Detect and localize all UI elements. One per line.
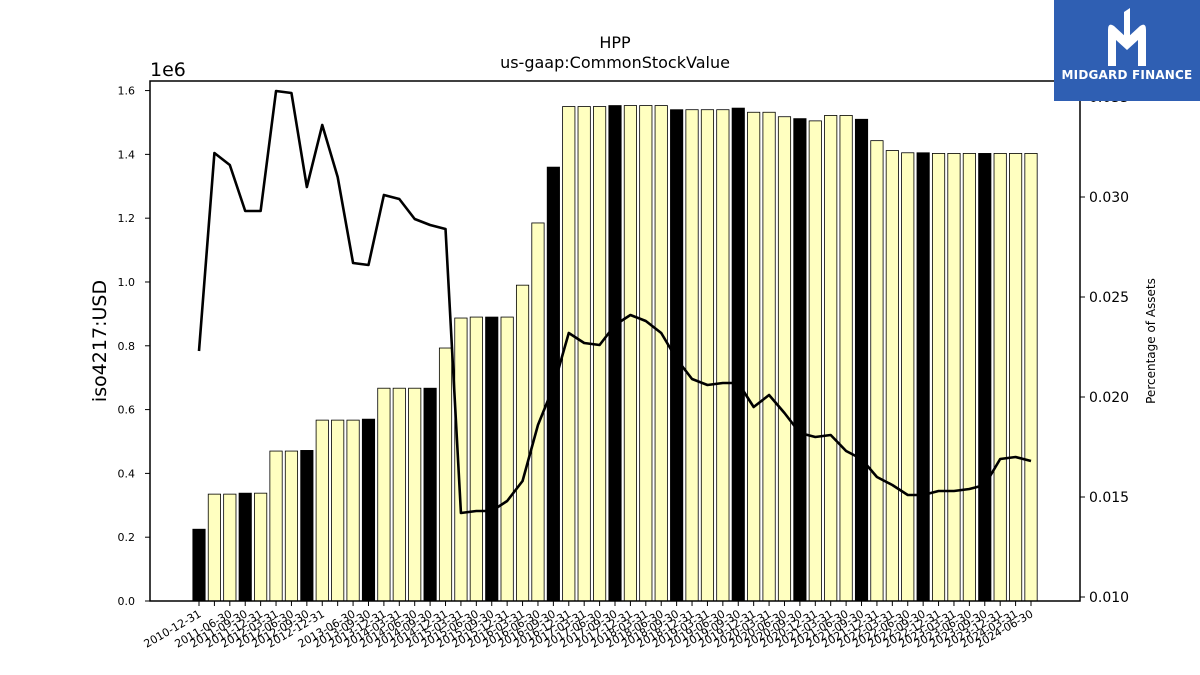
x-axis-ticks: 2010-12-312011-06-302011-09-302011-12-31…	[142, 601, 1036, 651]
bar	[515, 284, 530, 602]
y-tick-label: 0.8	[118, 340, 136, 353]
bar	[346, 419, 360, 602]
y-axis-ticks: 0.0 0.2 0.4 0.6 0.8 1.0 1.2 1.4 1.6	[118, 85, 150, 608]
bar	[254, 492, 268, 602]
bar	[1024, 153, 1038, 602]
bar	[931, 153, 946, 602]
y2-tick-label: 0.015	[1089, 490, 1129, 506]
bar	[747, 111, 761, 602]
bar	[269, 450, 283, 602]
bar	[762, 111, 776, 602]
bar	[716, 109, 730, 602]
bar-series	[192, 105, 1038, 602]
bar	[377, 387, 391, 602]
chart-title: HPP	[599, 33, 631, 52]
bar	[454, 317, 468, 602]
bar	[331, 419, 345, 602]
bar	[916, 152, 930, 602]
bar	[500, 316, 514, 602]
y-tick-label: 0.0	[118, 595, 136, 608]
bar	[978, 153, 992, 602]
y2-tick-label: 0.010	[1089, 590, 1129, 606]
y-tick-label: 1.0	[118, 276, 136, 289]
brand-name: MIDGARD FINANCE	[1061, 68, 1193, 82]
line-series	[197, 89, 1032, 515]
bar	[423, 387, 437, 602]
bar	[670, 109, 684, 602]
bar	[438, 347, 453, 602]
bar	[361, 418, 376, 602]
y-tick-label: 1.4	[118, 148, 136, 161]
midgard-m-logo-icon	[1108, 8, 1146, 67]
bar	[947, 153, 961, 602]
y-axis-multiplier: 1e6	[150, 59, 186, 81]
bar	[777, 116, 792, 602]
bar	[284, 450, 299, 602]
chart-subtitle: us-gaap:CommonStockValue	[500, 53, 730, 72]
percentage-of-assets-line	[197, 89, 1032, 515]
bar	[901, 152, 915, 602]
bar	[962, 153, 976, 602]
bar	[562, 106, 576, 602]
bar	[469, 316, 483, 602]
y-axis-label: iso4217:USD	[89, 280, 111, 402]
bar	[192, 528, 206, 602]
y-tick-label: 1.2	[118, 212, 136, 225]
bar	[623, 105, 637, 602]
bar	[854, 118, 869, 602]
bar	[577, 106, 591, 602]
bar	[207, 493, 221, 602]
bar	[808, 120, 822, 602]
bar	[485, 316, 499, 602]
bar	[654, 105, 668, 602]
bar	[839, 115, 853, 602]
bar	[793, 118, 807, 602]
y-tick-label: 1.6	[118, 85, 136, 98]
bar	[700, 109, 715, 602]
y-tick-label: 0.2	[118, 531, 136, 544]
brand-logo: MIDGARD FINANCE	[1054, 0, 1200, 101]
bar	[685, 109, 699, 602]
bar	[593, 106, 607, 602]
bar	[408, 387, 422, 602]
bar	[639, 105, 653, 602]
bar	[885, 150, 899, 602]
bar	[870, 140, 884, 602]
bar	[993, 153, 1007, 602]
bar	[300, 450, 314, 602]
bar	[392, 387, 406, 602]
bar	[315, 419, 329, 602]
bar	[1009, 153, 1023, 602]
y-tick-label: 0.4	[118, 467, 136, 480]
plot-frame	[149, 80, 1081, 602]
bar	[223, 493, 237, 602]
y2-tick-label: 0.020	[1089, 390, 1129, 406]
y2-axis-label: Percentage of Assets	[1144, 278, 1158, 404]
bar	[731, 107, 745, 602]
y2-tick-label: 0.025	[1089, 290, 1129, 306]
bar	[238, 492, 252, 602]
y2-tick-label: 0.030	[1089, 190, 1129, 206]
bar	[608, 105, 622, 602]
bar	[824, 115, 838, 602]
y-tick-label: 0.6	[118, 404, 136, 417]
